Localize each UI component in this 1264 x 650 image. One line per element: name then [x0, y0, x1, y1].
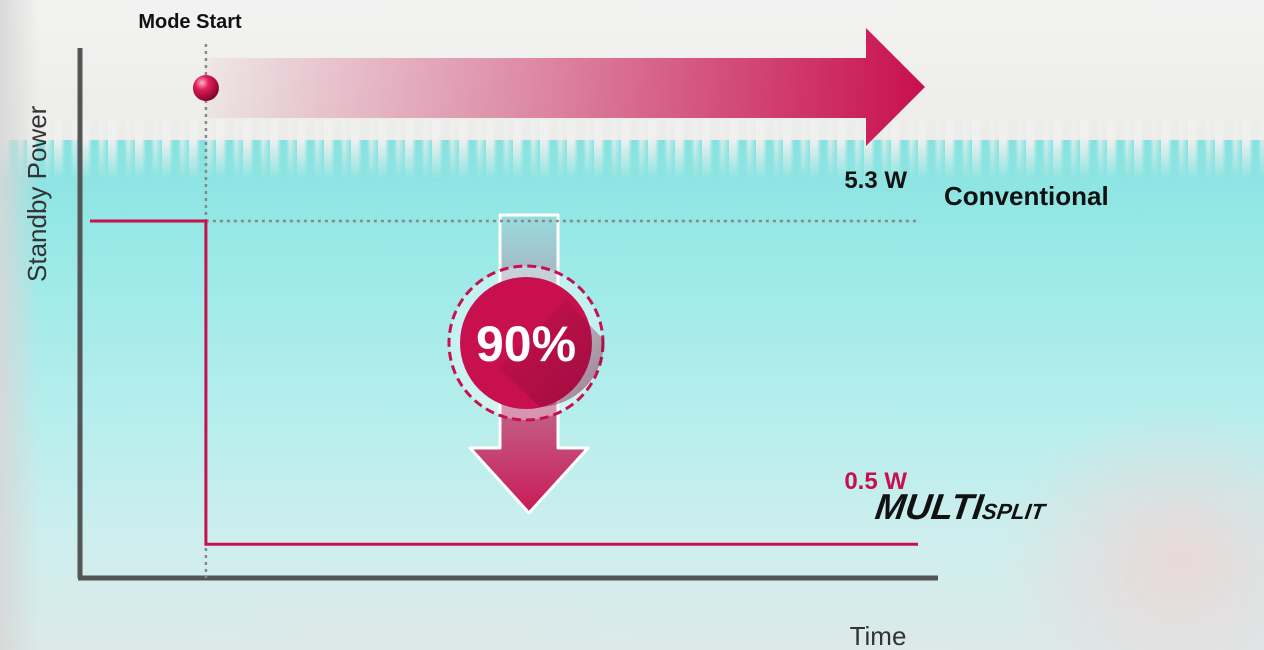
background-left-shade [0, 0, 40, 650]
background-teal [0, 140, 1264, 650]
reduction-label: 90% [476, 316, 576, 372]
conventional-series-label: Conventional [944, 181, 1109, 211]
y-axis-label: Standby Power [22, 105, 52, 282]
multisplit-value-label: 0.5 W [844, 468, 907, 495]
x-axis-label: Time [850, 621, 907, 650]
conventional-value-label: 5.3 W [844, 167, 907, 194]
svg-text:MULTISPLIT: MULTISPLIT [873, 486, 1051, 527]
mode-start-label: Mode Start [138, 11, 242, 33]
multisplit-logo-main: MULTI [873, 486, 987, 527]
multisplit-series [90, 219, 918, 546]
reduction-badge: 90% [447, 264, 605, 422]
multisplit-logo-sub: SPLIT [981, 499, 1049, 524]
progress-arrow [205, 28, 925, 146]
multisplit-logo: MULTISPLIT [873, 486, 1051, 527]
background-rough-edge [0, 120, 1264, 180]
mode-start-marker [192, 75, 219, 101]
